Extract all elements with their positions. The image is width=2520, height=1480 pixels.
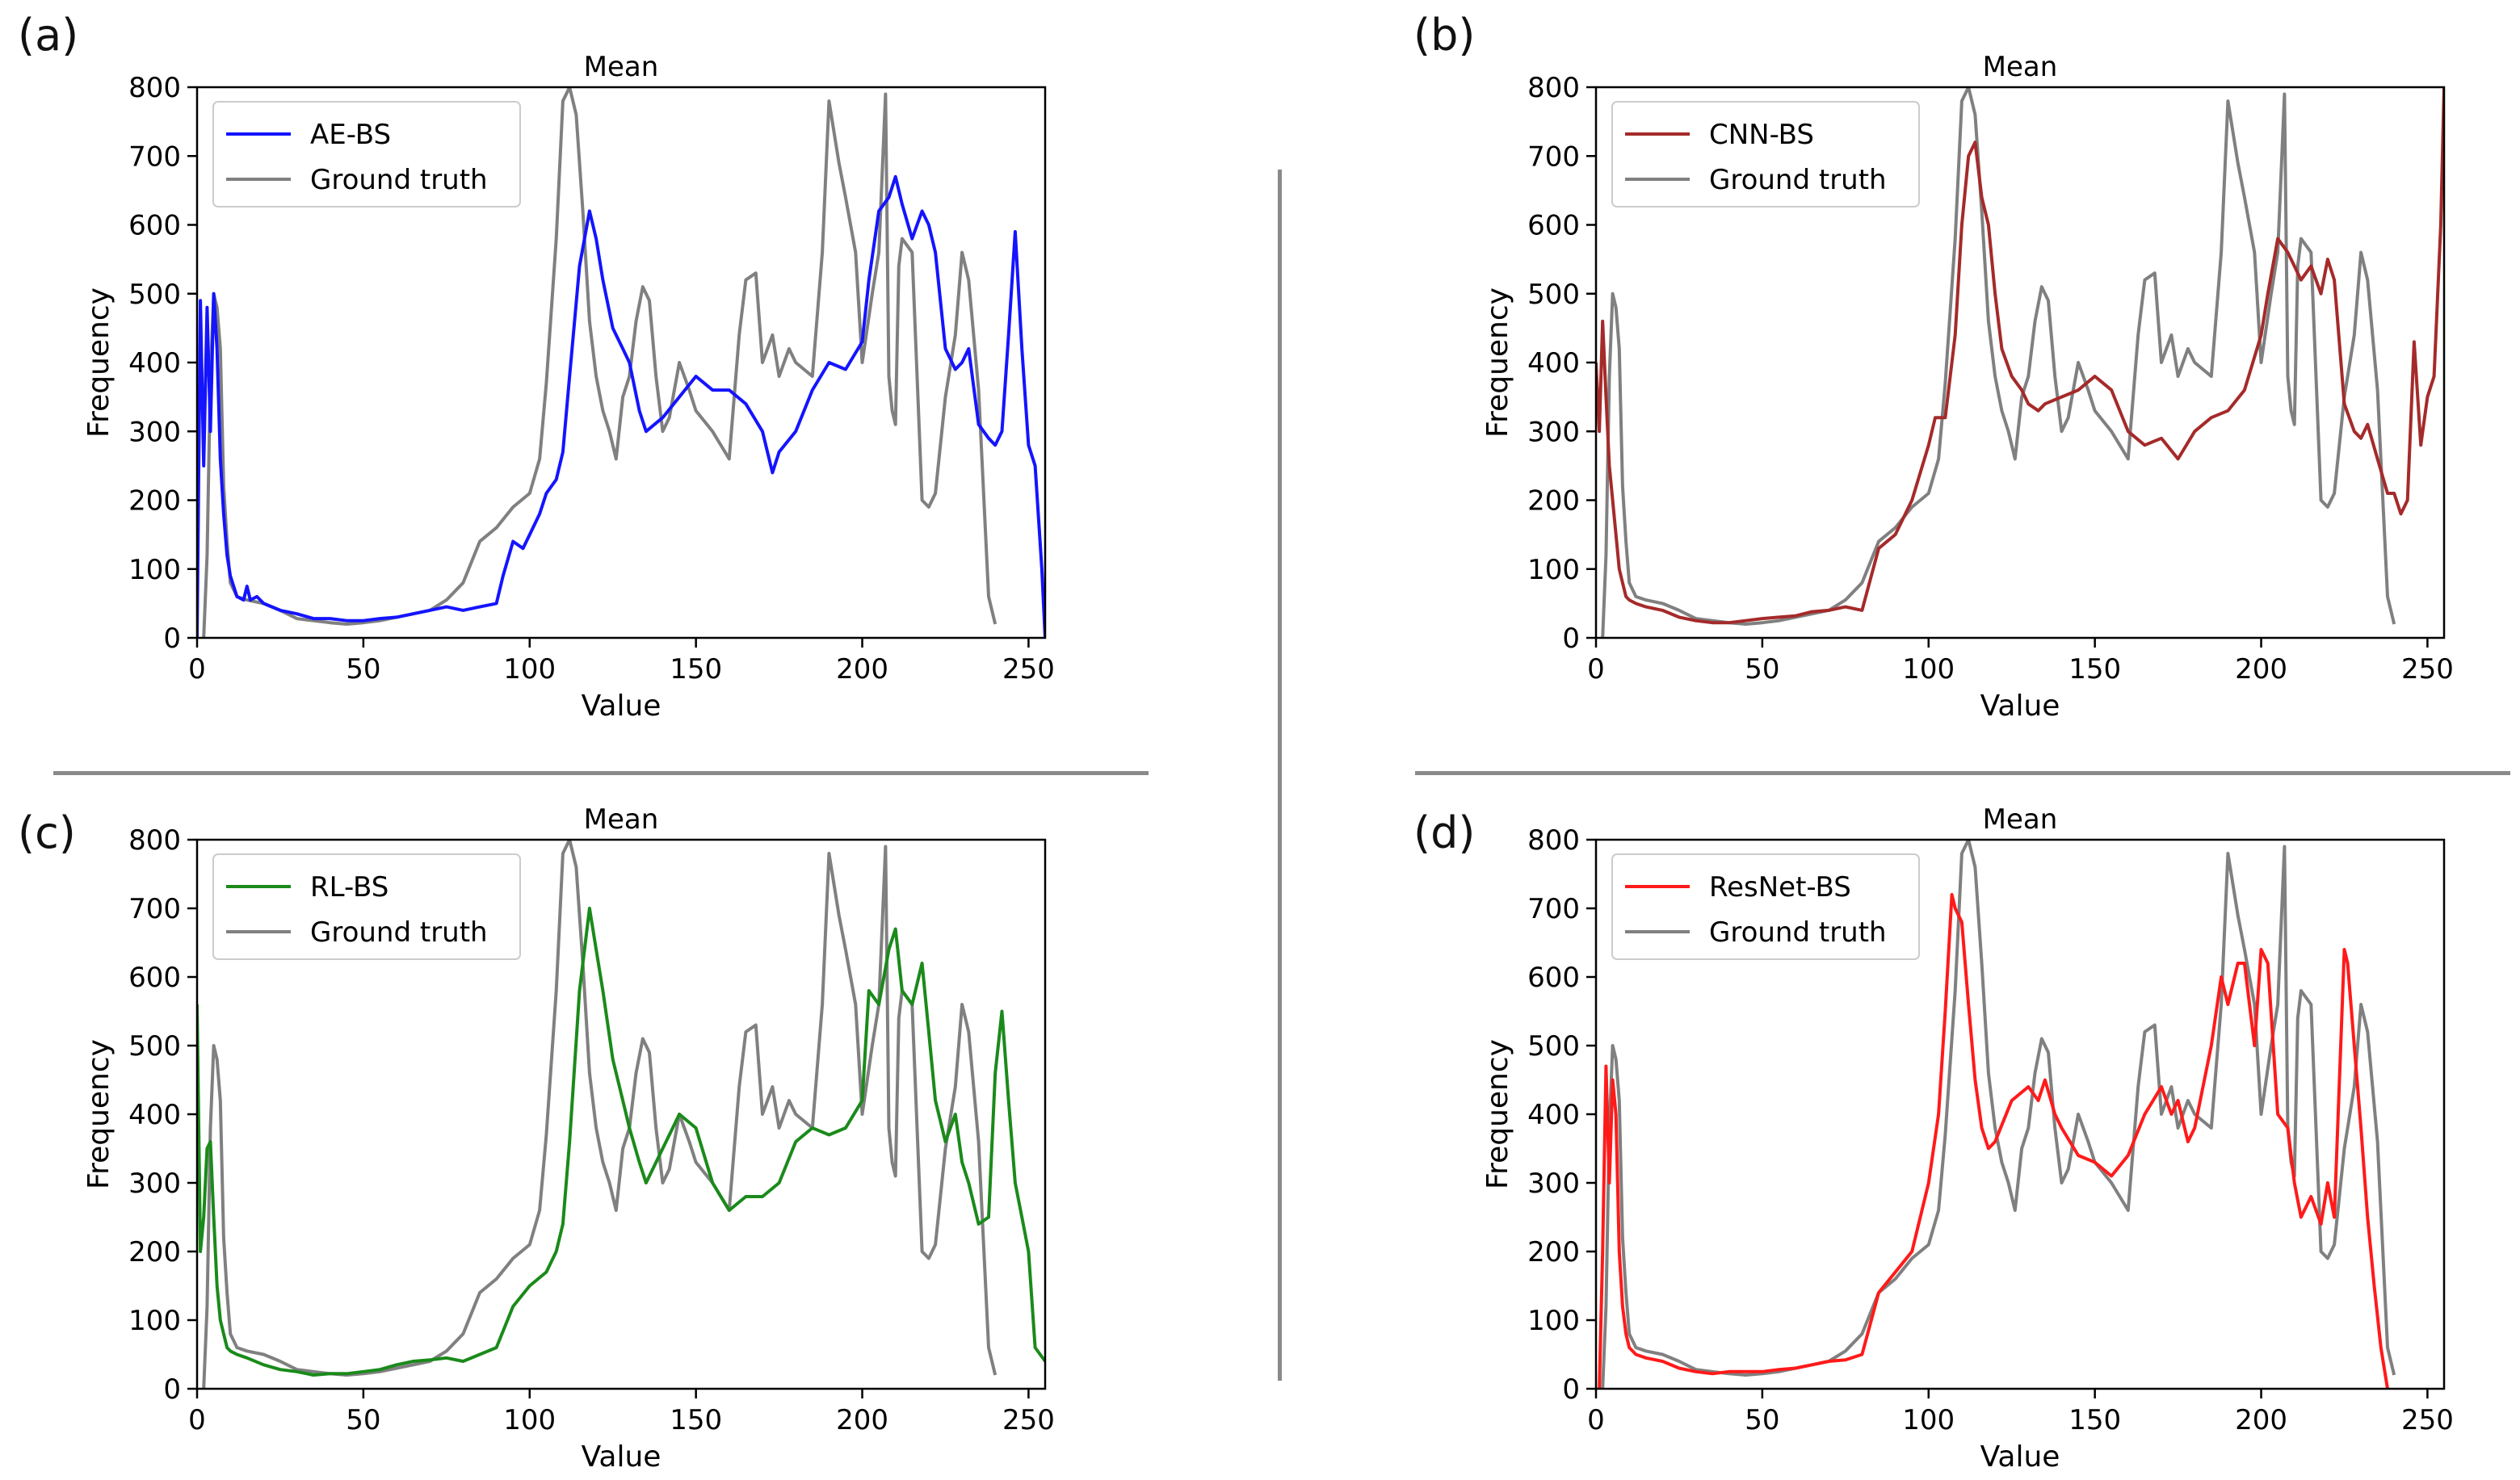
panel-label-d: (d): [1413, 807, 1476, 858]
y-tick-label: 100: [1527, 1305, 1580, 1337]
y-tick-label: 500: [1527, 279, 1580, 311]
x-tick-label: 150: [2068, 653, 2121, 685]
y-tick-label: 0: [1562, 623, 1580, 655]
y-tick-label: 400: [128, 347, 181, 379]
chart-panel-b: 0 50 100 150 200 250 0 100 200 300 400 500 600 700 800…: [1481, 51, 2454, 723]
y-tick-label: 300: [1527, 416, 1580, 448]
legend-label: AE-BS: [310, 119, 391, 151]
y-tick-label: 600: [1527, 962, 1580, 994]
y-axis-label: Frequency: [1481, 287, 1514, 438]
series-line-ground-truth: [202, 840, 998, 1389]
legend-label: Ground truth: [310, 916, 488, 949]
x-tick-label: 200: [2235, 1404, 2287, 1436]
x-tick-label: 200: [836, 653, 888, 685]
x-tick-label: 100: [503, 1404, 556, 1436]
y-tick-label: 400: [1527, 1099, 1580, 1131]
x-tick-label: 250: [1002, 653, 1055, 685]
y-tick-label: 0: [1562, 1373, 1580, 1406]
legend-label: RL-BS: [310, 871, 388, 904]
x-tick-label: 150: [670, 653, 722, 685]
y-tick-label: 100: [128, 1305, 181, 1337]
y-tick-label: 700: [1527, 893, 1580, 925]
y-tick-label: 200: [1527, 1236, 1580, 1268]
legend-label: Ground truth: [310, 164, 488, 196]
x-axis-label: Value: [1980, 690, 2060, 723]
x-tick-label: 200: [2235, 653, 2287, 685]
y-tick-label: 300: [1527, 1168, 1580, 1200]
y-tick-label: 600: [128, 962, 181, 994]
x-axis-label: Value: [582, 1440, 662, 1474]
y-tick-label: 300: [128, 416, 181, 448]
x-tick-label: 150: [2068, 1404, 2121, 1436]
series-line-ae-bs: [197, 174, 1045, 638]
x-tick-label: 100: [1902, 1404, 1955, 1436]
y-tick-label: 100: [128, 554, 181, 586]
y-tick-label: 200: [128, 485, 181, 518]
y-tick-label: 800: [128, 72, 181, 104]
divider-vertical: [1278, 170, 1282, 1381]
series-line-ground-truth: [202, 87, 998, 638]
legend-label: Ground truth: [1709, 164, 1887, 196]
x-tick-label: 0: [1587, 653, 1605, 685]
y-tick-label: 800: [1527, 72, 1580, 104]
y-tick-label: 800: [128, 824, 181, 857]
x-tick-label: 50: [346, 653, 380, 685]
legend-label: CNN-BS: [1709, 119, 1814, 151]
y-tick-label: 300: [128, 1168, 181, 1200]
series-line-cnn-bs: [1596, 87, 2444, 625]
x-tick-label: 0: [188, 653, 206, 685]
x-tick-label: 250: [1002, 1404, 1055, 1436]
chart-panel-a: 0 50 100 150 200 250 0 100 200 300 400 500 600 700 800…: [82, 51, 1055, 723]
panel-label-a: (a): [18, 10, 79, 61]
y-tick-label: 500: [128, 1030, 181, 1063]
y-tick-label: 500: [1527, 1030, 1580, 1063]
x-tick-label: 250: [2401, 653, 2454, 685]
y-tick-label: 700: [128, 140, 181, 173]
panel-label-b: (b): [1413, 10, 1476, 61]
y-axis-label: Frequency: [82, 1039, 116, 1189]
y-tick-label: 0: [163, 1373, 181, 1406]
x-tick-label: 100: [1902, 653, 1955, 685]
divider-right-horizontal: [1415, 771, 2510, 775]
x-tick-label: 150: [670, 1404, 722, 1436]
x-axis-label: Value: [1980, 1440, 2060, 1474]
y-tick-label: 200: [128, 1236, 181, 1268]
y-tick-label: 700: [128, 893, 181, 925]
x-tick-label: 250: [2401, 1404, 2454, 1436]
divider-left-horizontal: [53, 771, 1149, 775]
chart-title: Mean: [1983, 803, 2058, 836]
y-tick-label: 800: [1527, 824, 1580, 857]
x-tick-label: 50: [1745, 653, 1779, 685]
panel-label-c: (c): [18, 807, 76, 858]
x-axis-label: Value: [582, 690, 662, 723]
x-tick-label: 0: [188, 1404, 206, 1436]
y-tick-label: 400: [1527, 347, 1580, 379]
y-tick-label: 700: [1527, 140, 1580, 173]
series-line-resnet-bs: [1598, 893, 2389, 1389]
x-tick-label: 200: [836, 1404, 888, 1436]
y-tick-label: 600: [1527, 210, 1580, 242]
x-tick-label: 50: [346, 1404, 380, 1436]
y-axis-label: Frequency: [82, 287, 116, 438]
y-tick-label: 400: [128, 1099, 181, 1131]
chart-title: Mean: [584, 803, 659, 836]
chart-title: Mean: [584, 51, 659, 83]
series-line-rl-bs: [197, 907, 1045, 1377]
y-axis-label: Frequency: [1481, 1039, 1514, 1189]
x-tick-label: 100: [503, 653, 556, 685]
x-tick-label: 50: [1745, 1404, 1779, 1436]
chart-panel-d: 0 50 100 150 200 250 0 100 200 300 400 500 600 700 800…: [1481, 803, 2454, 1474]
x-tick-label: 0: [1587, 1404, 1605, 1436]
y-tick-label: 200: [1527, 485, 1580, 518]
chart-title: Mean: [1983, 51, 2058, 83]
y-tick-label: 500: [128, 279, 181, 311]
legend-label: Ground truth: [1709, 916, 1887, 949]
y-tick-label: 0: [163, 623, 181, 655]
y-tick-label: 600: [128, 210, 181, 242]
y-tick-label: 100: [1527, 554, 1580, 586]
legend-label: ResNet-BS: [1709, 871, 1851, 904]
chart-panel-c: 0 50 100 150 200 250 0 100 200 300 400 500 600 700 800…: [82, 803, 1055, 1474]
